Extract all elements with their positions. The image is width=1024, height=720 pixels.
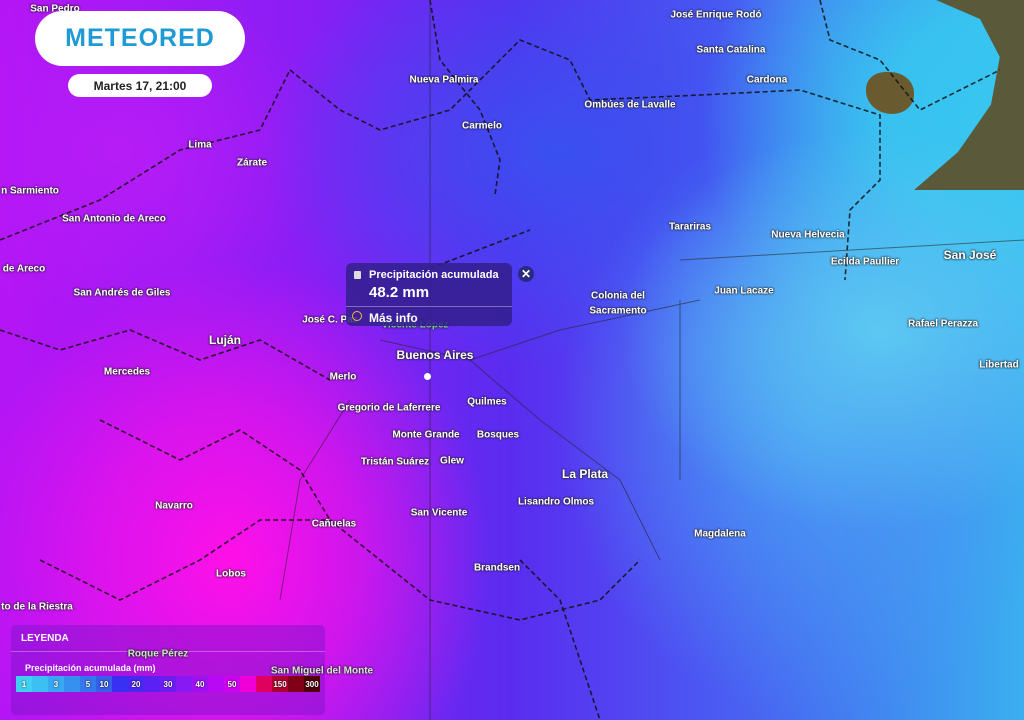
legend-swatch: 300 [304, 676, 320, 692]
legend-swatch [288, 676, 304, 692]
place-label: San Andrés de Giles [73, 287, 171, 299]
place-label: Glew [440, 455, 464, 467]
close-popup-button[interactable]: ✕ [518, 266, 534, 282]
info-popup: Precipitación acumulada 48.2 mm Más info [346, 263, 512, 326]
legend-swatch [64, 676, 80, 692]
place-label: Gregorio de Laferrere [337, 402, 441, 414]
legend-swatch [240, 676, 256, 692]
place-label: Cañuelas [311, 518, 357, 530]
legend-swatch: 40 [192, 676, 208, 692]
legend-swatch: 1 [16, 676, 32, 692]
more-info-link[interactable]: Más info [369, 311, 418, 325]
place-label: Juan Lacaze [714, 285, 774, 297]
place-label: to de la Riestra [1, 601, 73, 613]
place-label: Tristán Suárez [360, 456, 430, 468]
place-label: La Plata [561, 467, 609, 481]
place-label: José Enrique Rodó [670, 9, 762, 21]
legend-swatch [32, 676, 48, 692]
legend-subtitle: Precipitación acumulada (mm) [25, 663, 156, 673]
place-label: Colonia del [591, 290, 645, 302]
place-label: Rafael Perazza [907, 318, 979, 330]
place-label: Nueva Helvecia [771, 229, 845, 241]
legend-swatch [112, 676, 128, 692]
place-label: San Vicente [410, 507, 468, 519]
legend-swatch: 50 [224, 676, 240, 692]
place-label: Lima [188, 139, 212, 151]
brand-text: METEORED [65, 24, 215, 52]
place-label: de Areco [2, 263, 46, 275]
place-label: Nueva Palmira [409, 74, 479, 86]
legend-swatch: 5 [80, 676, 96, 692]
place-label: Magdalena [694, 528, 746, 540]
forecast-datetime: Martes 17, 21:00 [68, 74, 212, 97]
legend-swatch [176, 676, 192, 692]
legend-swatch [208, 676, 224, 692]
place-label: Lisandro Olmos [517, 496, 595, 508]
place-label: Ecilda Paullier [830, 256, 900, 268]
legend-swatch [256, 676, 272, 692]
precipitation-icon [354, 271, 361, 279]
legend-swatch: 20 [128, 676, 144, 692]
legend-swatch: 30 [160, 676, 176, 692]
legend-title: LEYENDA [21, 633, 69, 644]
place-label: Libertad [979, 359, 1019, 371]
legend-swatch [144, 676, 160, 692]
divider [11, 651, 325, 652]
place-label: Tarariras [668, 221, 712, 233]
place-label: San Pedro [30, 3, 80, 15]
place-label: Luján [209, 333, 241, 347]
place-label: Mercedes [103, 366, 151, 378]
place-label: Cardona [746, 74, 788, 86]
legend-swatch: 3 [48, 676, 64, 692]
place-label: San Antonio de Areco [62, 213, 166, 225]
place-label: Quilmes [467, 396, 507, 408]
legend-color-scale: 1 3 5 10 20 30 40 50 150 300 [16, 676, 320, 692]
place-label: Ombúes de Lavalle [584, 99, 676, 111]
place-label: Zárate [236, 157, 268, 169]
popup-title: Precipitación acumulada [369, 269, 499, 281]
place-label: Brandsen [473, 562, 521, 574]
place-label: Santa Catalina [696, 44, 766, 56]
place-label: Carmelo [461, 120, 503, 132]
place-label: José C. Paz [302, 314, 358, 326]
selected-location-marker[interactable] [424, 373, 431, 380]
place-label: Sacramento [589, 305, 647, 317]
meteored-logo[interactable]: METEORED [35, 11, 245, 66]
place-label: Monte Grande [392, 429, 460, 441]
place-label: Lobos [216, 568, 246, 580]
divider [346, 306, 512, 307]
legend-swatch: 150 [272, 676, 288, 692]
place-label: Roque Pérez [127, 648, 189, 660]
place-label: Bosques [476, 429, 520, 441]
place-label: Merlo [329, 371, 357, 383]
popup-value: 48.2 mm [369, 284, 430, 301]
legend-swatch: 10 [96, 676, 112, 692]
place-label: San Miguel del Monte [270, 665, 374, 677]
place-label: n Sarmiento [1, 185, 59, 197]
place-label: San José [943, 248, 997, 262]
place-label: Navarro [155, 500, 193, 512]
place-label: Buenos Aires [396, 348, 474, 362]
info-icon [352, 311, 362, 321]
